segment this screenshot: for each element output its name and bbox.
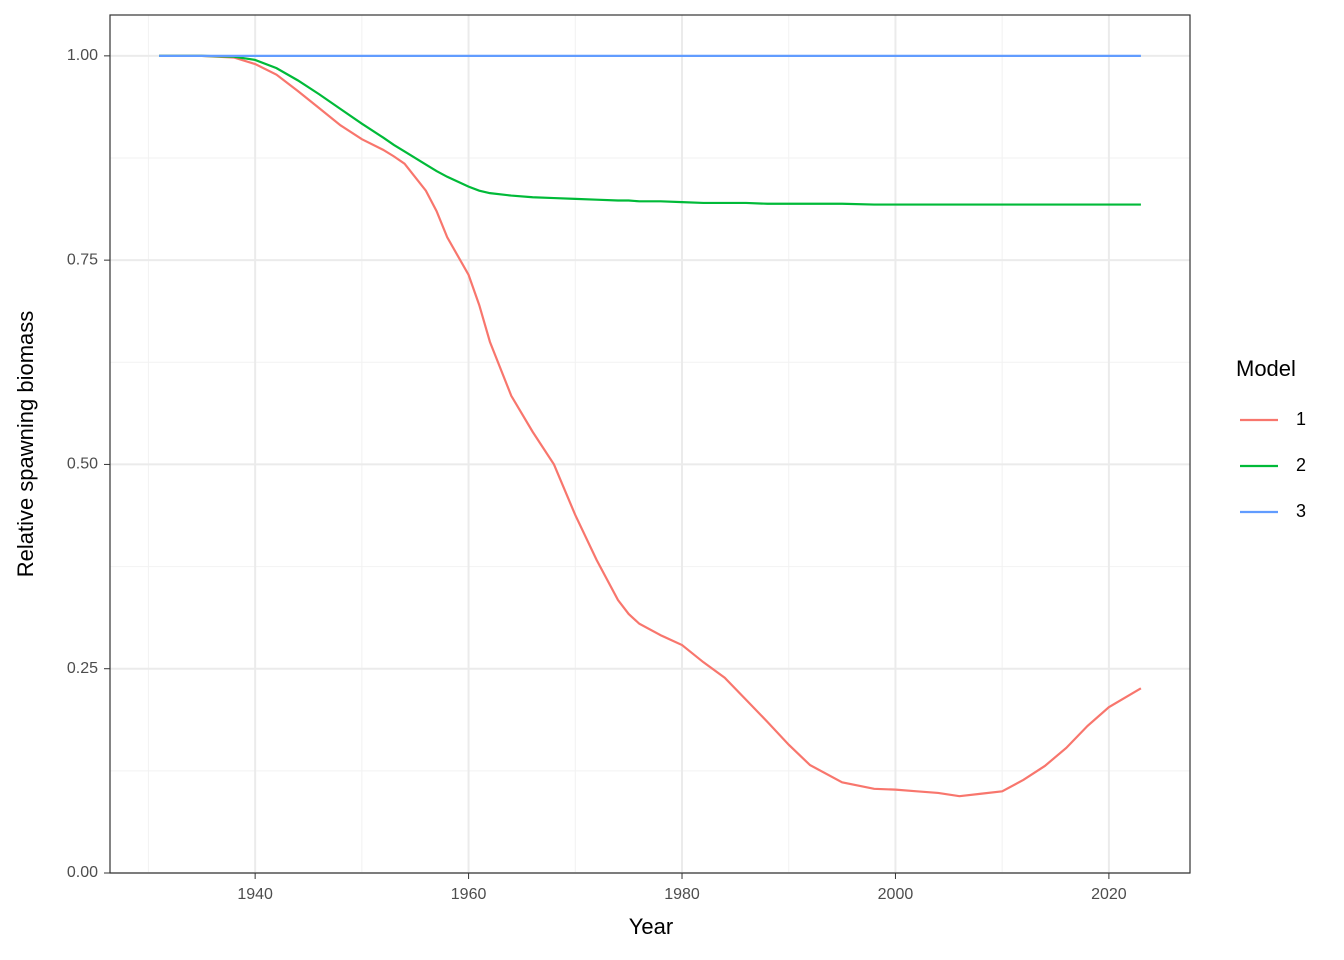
legend-label: 1 xyxy=(1296,409,1306,429)
x-axis-title: Year xyxy=(629,914,673,939)
y-tick-label: 1.00 xyxy=(67,47,98,64)
legend-label: 2 xyxy=(1296,455,1306,475)
line-series xyxy=(159,54,1141,206)
panel-border xyxy=(109,14,1191,874)
x-tick-label: 1980 xyxy=(664,886,700,903)
y-tick-label: 0.00 xyxy=(67,864,98,881)
x-tick-label: 2000 xyxy=(878,886,914,903)
x-tick-label: 1940 xyxy=(237,886,273,903)
y-tick-label: 0.50 xyxy=(67,456,98,473)
x-tick-label: 1960 xyxy=(451,886,487,903)
y-tick-label: 0.75 xyxy=(67,251,98,268)
legend-label: 3 xyxy=(1296,501,1306,521)
y-tick-label: 0.25 xyxy=(67,660,98,677)
line-series xyxy=(159,54,1142,798)
y-axis-title: Relative spawning biomass xyxy=(13,311,38,578)
x-tick-label: 2020 xyxy=(1091,886,1127,903)
legend-title: Model xyxy=(1236,356,1296,381)
